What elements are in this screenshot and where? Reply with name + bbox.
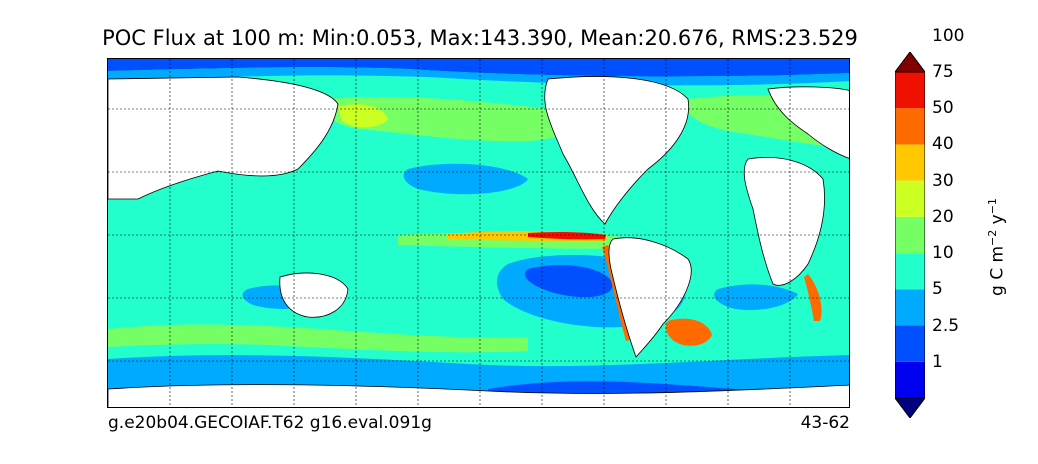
arctic-band <box>108 67 849 86</box>
year-range: 43-62 <box>800 413 850 433</box>
colorbar-bin <box>895 108 925 145</box>
south-america <box>608 237 692 358</box>
south-pacific-gyre-core <box>524 264 613 298</box>
colorbar-tick-label: 30 <box>932 170 954 191</box>
benguela-upwelling <box>804 274 822 321</box>
colorbar-tick-label: 100 <box>932 25 965 46</box>
colorbar-tick-label: 2.5 <box>932 315 960 336</box>
north-pacific-gyre <box>403 163 528 195</box>
antarctica <box>108 384 849 407</box>
north-america <box>544 76 690 225</box>
colorbar-bin <box>895 253 925 290</box>
colorbar-extend-min <box>895 397 925 418</box>
colorbar-tick-label: 40 <box>932 134 954 155</box>
australia <box>279 272 349 318</box>
colorbar-tick-label: 1 <box>932 351 943 372</box>
europe <box>767 86 849 159</box>
colorbar-bin <box>895 72 925 109</box>
map-title: POC Flux at 100 m: Min:0.053, Max:143.39… <box>102 26 858 50</box>
africa <box>743 157 825 286</box>
colorbar-bin <box>895 361 925 398</box>
colorbar-bin <box>895 144 925 181</box>
colorbar-tick-label: 50 <box>932 98 954 119</box>
eurasia <box>108 76 339 200</box>
equatorial-peak <box>528 231 606 240</box>
colorbar-tick-label: 75 <box>932 62 954 82</box>
patagonian-shelf <box>666 318 712 346</box>
colorbar-tick-label: 5 <box>932 279 943 300</box>
colorbar-extend-max <box>895 52 925 73</box>
colorbar-tick-label: 10 <box>932 243 954 264</box>
colorbar-bin <box>895 289 925 326</box>
south-atlantic-gyre <box>714 284 798 311</box>
arctic-low <box>108 59 849 77</box>
poc-flux-map <box>108 59 849 407</box>
north-pacific-productive <box>324 97 573 142</box>
case-name: g.e20b04.GECOIAF.T62 g16.eval.091g <box>108 413 432 433</box>
colorbar-bin <box>895 216 925 254</box>
colorbar-bin <box>895 325 925 362</box>
colorbar-tick-label: 20 <box>932 206 954 227</box>
southern-convergence <box>108 324 528 353</box>
colorbar-bin <box>895 180 925 217</box>
colorbar <box>895 52 925 418</box>
kuroshio-high <box>338 104 388 128</box>
map-panel <box>107 58 850 408</box>
